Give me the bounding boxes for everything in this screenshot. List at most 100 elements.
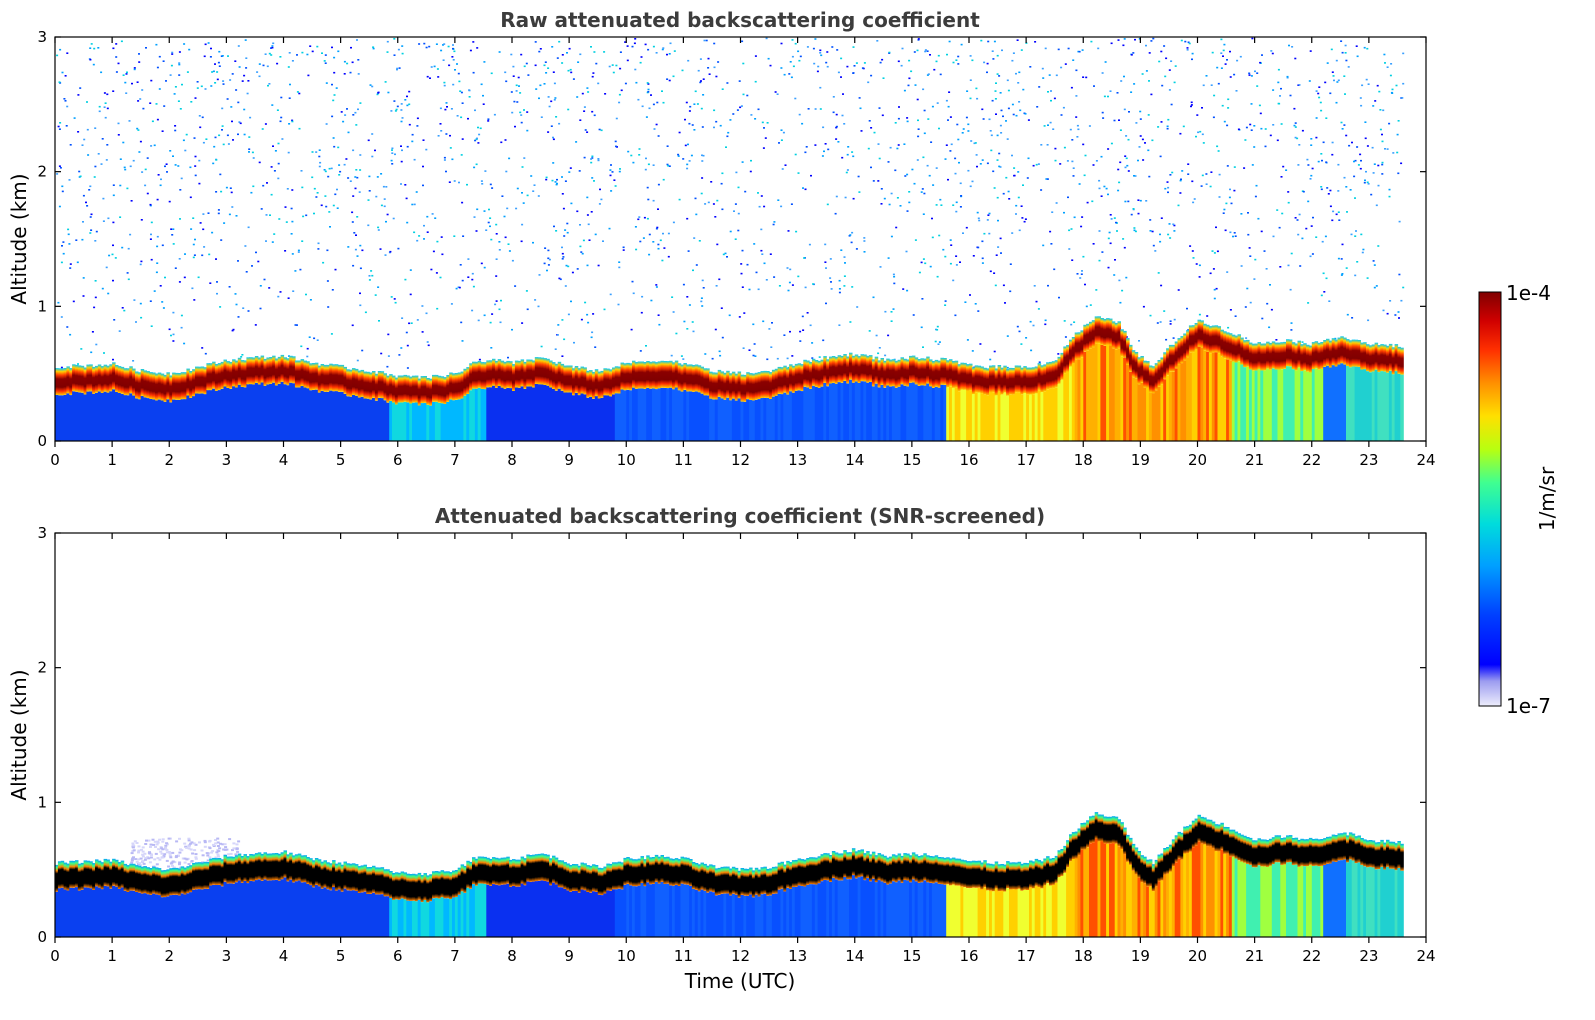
noise-pixel xyxy=(739,106,742,109)
noise-pixel xyxy=(1227,98,1230,101)
noise-pixel xyxy=(1081,49,1084,51)
noise-pixel xyxy=(1359,153,1362,156)
residual-pixel xyxy=(214,856,218,859)
aerosol-column xyxy=(126,892,130,937)
layer-column xyxy=(443,871,447,899)
noise-pixel xyxy=(377,91,380,94)
aerosol-column xyxy=(57,888,62,937)
noise-pixel xyxy=(754,80,757,83)
noise-pixel xyxy=(802,187,804,189)
noise-pixel xyxy=(440,236,443,238)
noise-pixel xyxy=(351,324,354,327)
noise-pixel xyxy=(345,158,348,160)
noise-pixel xyxy=(1180,39,1183,42)
noise-pixel xyxy=(411,203,414,206)
noise-pixel xyxy=(1270,50,1273,52)
aerosol-column xyxy=(552,389,556,441)
aerosol-column xyxy=(572,395,576,441)
noise-pixel xyxy=(1030,349,1033,352)
noise-pixel xyxy=(878,157,881,160)
aerosol-column xyxy=(1306,371,1310,441)
residual-pixel xyxy=(154,846,157,848)
layer-column xyxy=(1266,840,1270,867)
noise-pixel xyxy=(196,87,199,89)
aerosol-column xyxy=(520,883,525,937)
noise-pixel xyxy=(1097,47,1100,50)
layer-column xyxy=(654,854,659,882)
noise-pixel xyxy=(1354,274,1357,277)
noise-pixel xyxy=(89,232,92,234)
noise-pixel xyxy=(686,163,689,166)
aerosol-column xyxy=(517,387,522,441)
noise-pixel xyxy=(525,290,528,292)
noise-pixel xyxy=(1224,63,1227,65)
noise-pixel xyxy=(76,261,79,264)
layer-column xyxy=(557,860,562,888)
aerosol-column xyxy=(443,404,447,441)
layer-column xyxy=(466,367,470,394)
aerosol-column xyxy=(294,387,299,441)
noise-pixel xyxy=(678,131,681,134)
aerosol-column xyxy=(152,893,156,937)
noise-pixel xyxy=(411,140,414,143)
noise-pixel xyxy=(672,75,675,78)
noise-pixel xyxy=(863,240,866,242)
noise-pixel xyxy=(1073,216,1076,219)
noise-pixel xyxy=(600,129,603,132)
layer-column xyxy=(97,364,102,392)
noise-pixel xyxy=(1202,142,1205,144)
aerosol-column xyxy=(763,397,767,441)
noise-pixel xyxy=(1359,167,1362,170)
noise-pixel xyxy=(955,210,958,213)
noise-pixel xyxy=(150,221,153,224)
noise-pixel xyxy=(1356,146,1359,148)
aerosol-column xyxy=(746,399,750,441)
noise-pixel xyxy=(356,359,359,362)
noise-pixel xyxy=(716,243,719,246)
noise-pixel xyxy=(94,280,97,282)
layer-column xyxy=(1177,338,1181,365)
noise-pixel xyxy=(354,187,357,190)
residual-pixel xyxy=(205,852,209,855)
aerosol-column xyxy=(55,891,59,937)
layer-column xyxy=(554,363,559,391)
x-tick-label: 11 xyxy=(674,451,693,469)
noise-pixel xyxy=(1173,318,1176,321)
noise-pixel xyxy=(565,264,568,267)
residual-pixel xyxy=(223,848,227,851)
noise-pixel xyxy=(1121,289,1124,292)
residual-pixel xyxy=(156,857,160,860)
noise-pixel xyxy=(1391,92,1394,94)
aerosol-column xyxy=(994,888,999,937)
noise-pixel xyxy=(199,126,202,129)
noise-pixel xyxy=(586,196,589,199)
noise-pixel xyxy=(551,179,554,182)
aerosol-column xyxy=(1374,369,1379,441)
noise-pixel xyxy=(954,314,957,317)
noise-pixel xyxy=(725,146,727,148)
noise-pixel xyxy=(325,123,328,125)
raw-boundary-layer xyxy=(55,316,1404,441)
noise-pixel xyxy=(1200,185,1203,187)
noise-pixel xyxy=(752,323,755,326)
aerosol-column xyxy=(920,882,924,937)
noise-pixel xyxy=(401,117,404,119)
noise-pixel xyxy=(1293,124,1296,127)
noise-pixel xyxy=(1125,135,1128,137)
noise-pixel xyxy=(288,52,291,54)
noise-pixel xyxy=(1229,309,1232,311)
noise-pixel xyxy=(301,51,304,54)
layer-column xyxy=(734,373,739,401)
x-tick-label: 12 xyxy=(731,451,750,469)
layer-column xyxy=(1157,854,1161,882)
noise-pixel xyxy=(999,166,1002,168)
layer-column xyxy=(977,860,982,888)
aerosol-column xyxy=(911,879,916,937)
layer-column xyxy=(266,357,270,385)
layer-column xyxy=(214,858,219,885)
noise-pixel xyxy=(587,321,590,324)
aerosol-column xyxy=(652,883,656,937)
noise-pixel xyxy=(339,170,342,173)
noise-pixel xyxy=(510,53,513,56)
noise-pixel xyxy=(1132,208,1135,210)
